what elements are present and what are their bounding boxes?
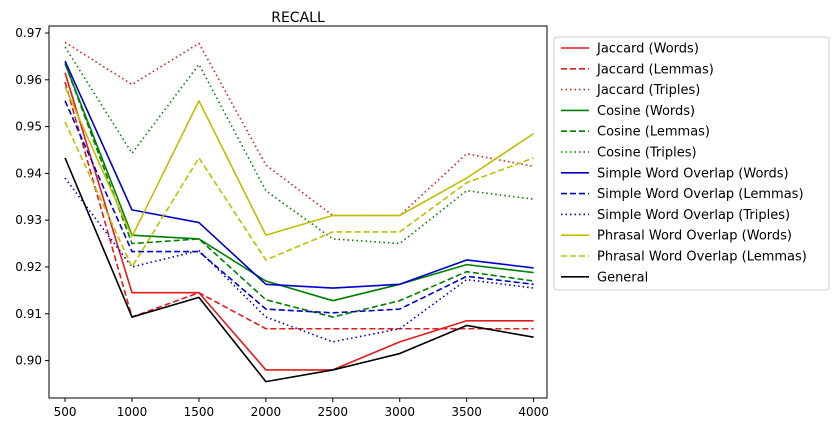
plot-frame <box>48 25 548 399</box>
x-tick-label-7: 4000 <box>518 405 549 419</box>
chart-title: RECALL <box>271 10 325 26</box>
x-tick-label-6: 3500 <box>451 405 482 419</box>
series-lines <box>64 41 535 383</box>
series-line-1 <box>64 81 534 330</box>
legend: Jaccard (Words) Jaccard (Lemmas) Jaccard (… <box>553 36 830 291</box>
series-line-8 <box>64 177 534 343</box>
series-line-10 <box>64 121 534 268</box>
x-tick-label-1: 1000 <box>117 405 148 419</box>
y-tick-label-6: 0.96 <box>15 73 42 87</box>
legend-label-6: Simple Word Overlap (Words) <box>597 166 789 181</box>
x-axis: 500 1000 1500 2000 2500 3000 3500 4000 <box>54 398 549 419</box>
y-tick-label-3: 0.93 <box>15 213 42 227</box>
y-tick-label-1: 0.91 <box>15 307 42 321</box>
y-axis: 0.90 0.91 0.92 0.93 0.94 0.95 0.96 0.97 <box>15 26 49 368</box>
legend-label-2: Jaccard (Triples) <box>596 83 700 98</box>
series-line-5 <box>64 46 534 245</box>
legend-label-10: Phrasal Word Overlap (Lemmas) <box>597 250 807 265</box>
legend-box <box>553 36 830 291</box>
legend-label-1: Jaccard (Lemmas) <box>596 62 714 77</box>
series-line-0 <box>64 72 534 371</box>
legend-label-3: Cosine (Words) <box>597 104 695 119</box>
y-tick-label-5: 0.95 <box>15 120 42 134</box>
y-tick-label-0: 0.90 <box>15 354 42 368</box>
legend-label-8: Simple Word Overlap (Triples) <box>597 208 790 223</box>
legend-label-11: General <box>597 270 648 285</box>
series-line-3 <box>64 63 534 302</box>
series-line-2 <box>64 41 534 217</box>
y-tick-label-4: 0.94 <box>15 166 42 180</box>
x-tick-label-0: 500 <box>54 405 77 419</box>
x-tick-label-2: 1500 <box>184 405 215 419</box>
series-line-9 <box>64 86 535 238</box>
series-line-4 <box>64 63 534 318</box>
x-tick-label-4: 2500 <box>318 405 349 419</box>
x-tick-label-5: 3000 <box>384 405 415 419</box>
series-line-11 <box>64 157 534 383</box>
series-line-6 <box>64 60 534 289</box>
legend-label-7: Simple Word Overlap (Lemmas) <box>597 187 804 202</box>
y-tick-label-2: 0.92 <box>15 260 42 274</box>
legend-label-4: Cosine (Lemmas) <box>597 125 710 140</box>
legend-label-5: Cosine (Triples) <box>597 146 697 161</box>
legend-label-0: Jaccard (Words) <box>596 42 699 57</box>
series-line-7 <box>64 100 534 314</box>
y-tick-label-7: 0.97 <box>15 26 42 40</box>
x-tick-label-3: 2000 <box>251 405 282 419</box>
legend-label-9: Phrasal Word Overlap (Words) <box>597 229 792 244</box>
